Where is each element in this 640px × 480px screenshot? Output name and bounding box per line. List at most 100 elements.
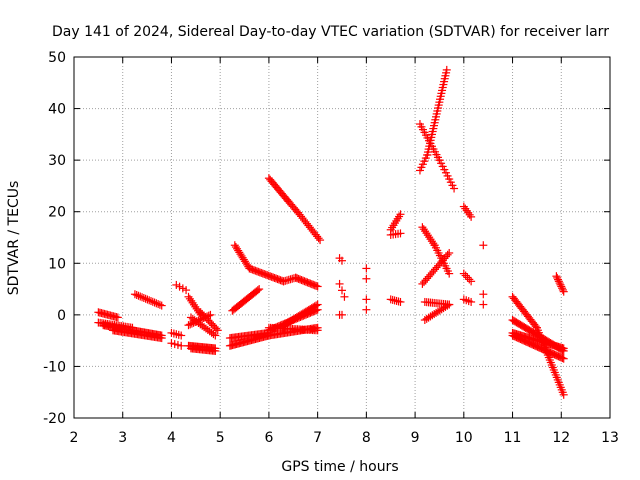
data-point — [418, 223, 427, 232]
y-tick-label: 50 — [48, 50, 66, 66]
data-point — [362, 274, 371, 283]
data-point — [463, 273, 472, 282]
chart-title: Day 141 of 2024, Sidereal Day-to-day VTE… — [52, 24, 609, 40]
data-point — [467, 277, 476, 286]
y-tick-label: 10 — [48, 256, 66, 272]
data-point — [426, 235, 435, 244]
y-tick-label: 0 — [57, 308, 66, 324]
data-point — [136, 292, 145, 301]
data-point — [559, 390, 568, 399]
data-point — [188, 298, 197, 307]
x-tick-label: 9 — [411, 430, 420, 446]
data-point — [177, 331, 186, 340]
data-point — [182, 286, 191, 295]
data-point — [362, 295, 371, 304]
data-point — [184, 321, 193, 330]
y-tick-labels: 50 40 30 20 10 0 -10 -20 — [43, 50, 66, 427]
data-point — [335, 279, 344, 288]
data-point — [206, 310, 215, 319]
data-point — [559, 344, 568, 353]
data-point — [211, 346, 220, 355]
data-point — [145, 296, 154, 305]
data-point — [154, 300, 163, 309]
data-point — [338, 310, 346, 319]
data-point — [213, 326, 222, 335]
data-point — [425, 233, 434, 242]
y-axis-label: SDTVAR / TECUs — [6, 181, 22, 296]
data-point — [557, 282, 566, 291]
data-point — [157, 301, 166, 310]
data-point — [396, 229, 405, 238]
data-point — [184, 292, 193, 301]
y-tick-label: -20 — [43, 411, 66, 427]
x-tick-labels: 2 3 4 5 6 7 8 9 10 11 12 13 — [70, 430, 619, 446]
data-point — [554, 277, 563, 286]
data-point — [177, 341, 186, 350]
data-point — [209, 330, 218, 339]
data-point — [421, 227, 430, 236]
data-point — [554, 275, 563, 284]
data-point — [362, 264, 371, 273]
x-tick-label: 10 — [455, 430, 473, 446]
x-tick-label: 8 — [362, 430, 371, 446]
data-point — [312, 301, 321, 310]
x-tick-label: 3 — [118, 430, 127, 446]
data-point — [192, 304, 201, 313]
data-point — [429, 239, 438, 248]
data-point — [189, 300, 198, 309]
data-point — [450, 184, 459, 193]
data-point — [146, 297, 155, 306]
data-point — [139, 294, 148, 303]
data-point — [313, 300, 322, 309]
data-point — [150, 298, 159, 307]
data-point — [467, 297, 476, 306]
grid-lines — [74, 57, 610, 418]
data-point — [255, 285, 264, 294]
data-point — [134, 291, 143, 300]
data-point — [130, 290, 139, 299]
data-point — [143, 295, 152, 304]
data-point — [423, 231, 432, 240]
data-point — [559, 354, 568, 363]
data-point — [396, 210, 405, 219]
data-point — [191, 302, 200, 311]
data-point — [461, 204, 470, 213]
data-point — [467, 212, 476, 221]
y-tick-label: -10 — [43, 359, 66, 375]
data-point — [465, 275, 474, 284]
x-tick-label: 5 — [216, 430, 225, 446]
data-point — [253, 286, 262, 295]
data-point — [459, 269, 468, 278]
data-point — [465, 210, 474, 219]
data-point — [340, 292, 349, 301]
data-point — [427, 237, 436, 246]
axis-ticks — [73, 56, 611, 419]
data-point — [555, 279, 564, 288]
x-tick-label: 11 — [504, 430, 522, 446]
data-point — [362, 305, 371, 314]
y-tick-label: 30 — [48, 153, 66, 169]
data-points — [94, 65, 568, 399]
data-point — [558, 285, 567, 294]
x-axis-label: GPS time / hours — [281, 459, 398, 475]
y-tick-label: 20 — [48, 205, 66, 221]
data-point — [462, 206, 471, 215]
x-tick-label: 13 — [601, 430, 619, 446]
x-tick-label: 12 — [552, 430, 570, 446]
data-point — [445, 248, 454, 257]
data-point — [552, 272, 561, 281]
x-tick-label: 7 — [313, 430, 322, 446]
data-point — [464, 208, 473, 217]
data-point — [141, 294, 150, 303]
data-point — [316, 236, 325, 245]
data-point — [442, 65, 451, 74]
data-point — [185, 294, 194, 303]
data-point — [148, 297, 157, 306]
data-point — [155, 300, 164, 309]
data-point — [559, 287, 568, 296]
data-point — [132, 290, 141, 299]
data-point — [313, 326, 322, 335]
plot-frame — [73, 56, 611, 419]
x-tick-label: 4 — [167, 430, 176, 446]
